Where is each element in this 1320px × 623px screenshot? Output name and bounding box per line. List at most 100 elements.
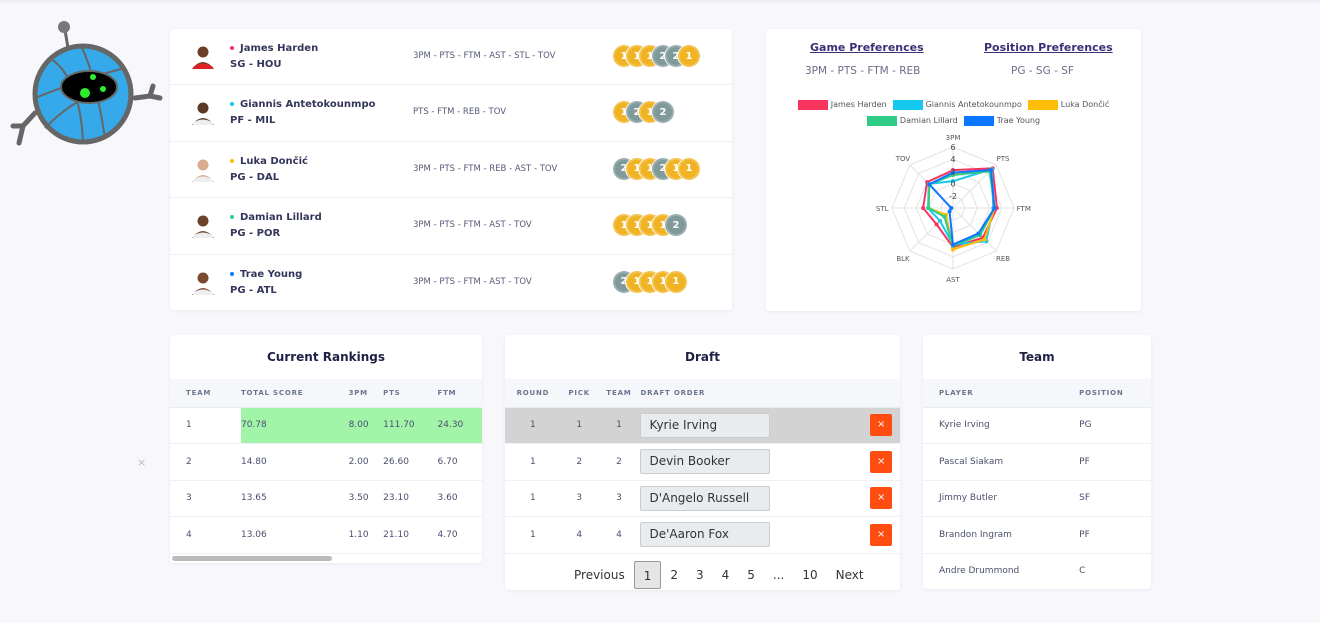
table-row[interactable]: 3 13.65 3.50 23.10 3.60 <box>170 480 482 517</box>
remove-button[interactable]: × <box>870 414 893 437</box>
column-header[interactable]: 3PM <box>348 379 384 408</box>
table-cell: 14.80 <box>240 443 349 481</box>
page-button[interactable]: 1 <box>633 561 662 589</box>
page-button[interactable]: 4 <box>721 568 730 582</box>
silver-medal-icon: 2 <box>652 101 674 124</box>
player-list: James Harden SG - HOU 3PM - PTS - FTM - AS… <box>170 29 732 310</box>
player-row[interactable]: Luka Dončić PG - DAL 3PM - PTS - FTM - REB… <box>170 142 732 199</box>
legend-swatch <box>963 115 994 126</box>
legend-item[interactable]: Damian Lillard <box>866 113 958 129</box>
preferences-panel: Game Preferences 3PM - PTS - FTM - REB P… <box>766 29 1141 311</box>
robot-logo-icon <box>10 21 163 146</box>
player-position: PF - MIL <box>230 115 276 127</box>
legend-item[interactable]: Luka Dončić <box>1027 97 1109 113</box>
page-button[interactable]: 10 <box>802 568 818 582</box>
page-button[interactable]: ... <box>772 568 785 582</box>
radar-point[interactable] <box>949 206 954 210</box>
remove-cell: × <box>862 516 900 554</box>
radar-point[interactable] <box>921 206 926 210</box>
radar-point[interactable] <box>988 168 993 173</box>
table-row[interactable]: Brandon Ingram PF <box>923 516 1151 554</box>
draft-player-input[interactable]: D'Angelo Russell <box>640 485 771 511</box>
position-preferences-link[interactable]: Position Preferences <box>984 41 1113 54</box>
player-avatar <box>190 43 216 69</box>
player-avatar <box>190 212 216 239</box>
column-header: ROUND <box>505 379 561 408</box>
radar-point[interactable] <box>926 206 931 210</box>
radar-point[interactable] <box>976 231 981 236</box>
table-row[interactable]: Jimmy Butler SF <box>923 480 1151 517</box>
page-button[interactable]: 5 <box>747 568 755 582</box>
radar-point[interactable] <box>951 170 955 175</box>
legend-item[interactable]: Giannis Antetokounmpo <box>892 97 1022 113</box>
table-row[interactable]: 4 13.06 1.10 21.10 4.70 <box>170 516 482 554</box>
player-name-text: James Harden <box>240 43 319 54</box>
legend-item[interactable]: Trae Young <box>963 113 1041 129</box>
previous-page-button[interactable]: Previous <box>574 568 625 582</box>
game-preferences-link[interactable]: Game Preferences <box>810 41 924 54</box>
player-row[interactable]: Trae Young PG - ATL 3PM - PTS - FTM - AST … <box>170 255 732 311</box>
table-row[interactable]: Pascal Siakam PF <box>923 443 1151 481</box>
table-row[interactable]: 1 4 4 De'Aaron Fox × <box>505 516 900 554</box>
tick-label: 4 <box>950 155 955 164</box>
player-name-text: Damian Lillard <box>240 212 322 224</box>
next-page-button[interactable]: Next <box>835 568 864 582</box>
radar-point[interactable] <box>982 237 987 242</box>
gold-medal-icon: 1 <box>665 270 687 293</box>
horizontal-scrollbar[interactable] <box>172 556 332 561</box>
player-row[interactable]: Damian Lillard PG - POR 3PM - PTS - FTM - … <box>170 198 732 255</box>
remove-button[interactable]: × <box>870 523 893 546</box>
table-row[interactable]: 1 1 1 Kyrie Irving × <box>505 407 900 444</box>
radar-point[interactable] <box>951 242 955 247</box>
radar-point[interactable] <box>934 222 939 227</box>
draft-card: Draft ROUND PICK TEAM DRAFT ORDER 1 1 1 Kyrie I… <box>505 335 900 590</box>
table-cell: 3.50 <box>348 480 384 517</box>
radar-point[interactable] <box>938 218 943 223</box>
table-row[interactable]: Kyrie Irving PG <box>923 407 1151 444</box>
tick-label: 2 <box>950 167 955 176</box>
draft-order-cell: D'Angelo Russell <box>640 480 863 517</box>
draft-order-cell: Kyrie Irving <box>640 407 863 444</box>
radar-point[interactable] <box>942 214 947 219</box>
radar-point[interactable] <box>992 206 997 210</box>
player-name: Giannis Antetokounmpo <box>230 99 376 110</box>
player-avatar <box>190 156 216 182</box>
player-categories: 3PM - PTS - FTM - AST - TOV <box>413 220 532 231</box>
legend-swatch <box>866 115 897 126</box>
radar-point[interactable] <box>951 179 955 184</box>
column-header[interactable]: PTS <box>383 379 438 408</box>
remove-button[interactable]: × <box>870 450 893 473</box>
table-row[interactable]: 2 14.80 2.00 26.60 6.70 <box>170 443 482 481</box>
close-icon[interactable]: × <box>137 456 147 469</box>
draft-player-input[interactable]: De'Aaron Fox <box>640 522 771 548</box>
table-cell: 8.00 <box>348 407 384 444</box>
legend-swatch <box>797 99 828 110</box>
radar-point[interactable] <box>947 209 952 214</box>
draft-player-input[interactable]: Devin Booker <box>640 449 771 475</box>
table-row[interactable]: 1 2 2 Devin Booker × <box>505 443 900 481</box>
tick-label: -2 <box>949 192 957 201</box>
table-cell: 6.70 <box>437 443 482 481</box>
radar-chart: 3PM PTS FTM REB AST BLK STL TOV -2 0 2 4 6 <box>876 134 1031 284</box>
remove-cell: × <box>862 443 900 481</box>
remove-button[interactable]: × <box>870 487 893 510</box>
page-button[interactable]: 2 <box>670 568 678 582</box>
radar-point[interactable] <box>927 182 932 187</box>
player-row[interactable]: James Harden SG - HOU 3PM - PTS - FTM - AS… <box>170 29 732 86</box>
column-header[interactable]: TEAM <box>170 379 241 408</box>
table-cell: C <box>1063 553 1151 590</box>
legend-label: Trae Young <box>996 116 1041 125</box>
axis-label: REB <box>996 255 1010 263</box>
table-row[interactable]: 1 3 3 D'Angelo Russell × <box>505 480 900 517</box>
current-rankings-card: Current Rankings TEAM TOTAL SCORE 3PM PTS FT… <box>170 335 482 563</box>
axis-label: PTS <box>997 155 1010 163</box>
column-header[interactable]: TOTAL SCORE <box>240 379 349 408</box>
legend-item[interactable]: James Harden <box>797 97 887 113</box>
page-button[interactable]: 3 <box>696 568 704 582</box>
player-row[interactable]: Giannis Antetokounmpo PF - MIL PTS - FTM -… <box>170 85 732 142</box>
draft-player-input[interactable]: Kyrie Irving <box>640 412 771 438</box>
table-row[interactable]: 1 70.78 8.00 111.70 24.30 <box>170 407 482 444</box>
column-header[interactable]: FTM <box>437 379 482 408</box>
radar-point[interactable] <box>951 247 955 252</box>
table-row[interactable]: Andre Drummond C <box>923 553 1151 590</box>
